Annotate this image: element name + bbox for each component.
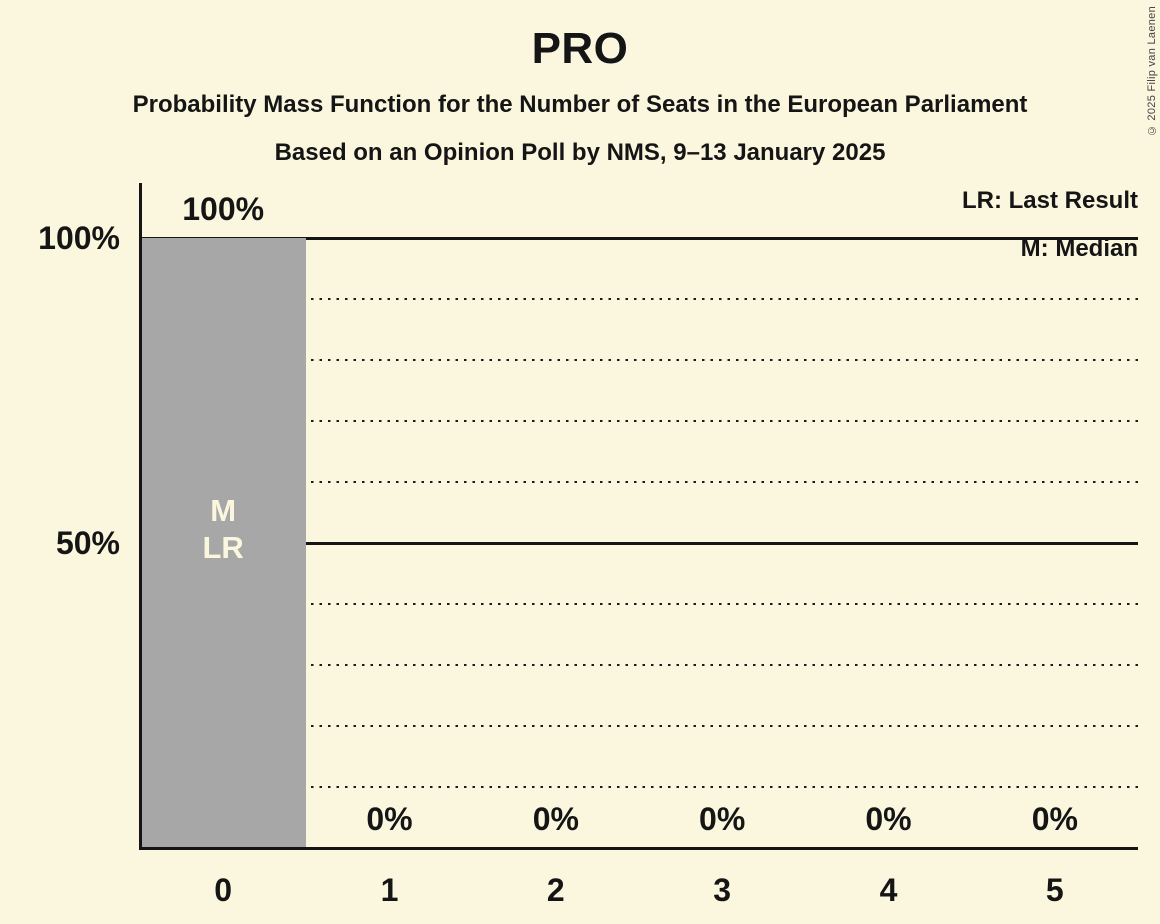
xtick-label-4: 4	[879, 872, 898, 908]
value-label-seat-5: 0%	[1031, 801, 1078, 837]
legend-last-result: LR: Last Result	[961, 187, 1138, 214]
value-label-seat-4: 0%	[865, 801, 912, 837]
chart-subtitle: Probability Mass Function for the Number…	[132, 91, 1028, 118]
gridline-dotted-20pct	[141, 725, 1138, 727]
xtick-label-2: 2	[546, 872, 565, 908]
xtick-label-0: 0	[214, 872, 233, 908]
gridline-dotted-30pct	[141, 664, 1138, 666]
value-label-seat-0: 100%	[182, 191, 265, 227]
value-label-seat-2: 0%	[532, 801, 579, 837]
xtick-label-3: 3	[713, 872, 732, 908]
gridline-dotted-80pct	[141, 359, 1138, 361]
x-axis-line	[139, 847, 1138, 850]
gridline-dotted-60pct	[141, 481, 1138, 483]
gridline-solid-100pct	[141, 236, 1138, 240]
gridline-dotted-90pct	[141, 298, 1138, 300]
gridline-dotted-10pct	[141, 786, 1138, 788]
gridline-dotted-70pct	[141, 420, 1138, 422]
legend-median: M: Median	[1020, 235, 1138, 262]
chart-title: PRO	[531, 24, 629, 73]
value-label-seat-3: 0%	[699, 801, 746, 837]
copyright-notice: © 2025 Filip van Laenen	[1146, 6, 1158, 137]
xtick-label-1: 1	[380, 872, 399, 908]
gridline-dotted-40pct	[141, 603, 1138, 605]
ytick-label-50pct: 50%	[55, 525, 120, 561]
bar-seat-0	[141, 238, 307, 848]
bar-annotation-seat-0: M LR	[202, 493, 244, 565]
value-label-seat-1: 0%	[366, 801, 413, 837]
chart-poll-subtitle: Based on an Opinion Poll by NMS, 9–13 Ja…	[274, 139, 886, 166]
y-axis-line	[139, 183, 142, 850]
gridline-solid-50pct	[141, 541, 1138, 545]
xtick-label-5: 5	[1045, 872, 1064, 908]
ytick-label-100pct: 100%	[38, 220, 120, 256]
